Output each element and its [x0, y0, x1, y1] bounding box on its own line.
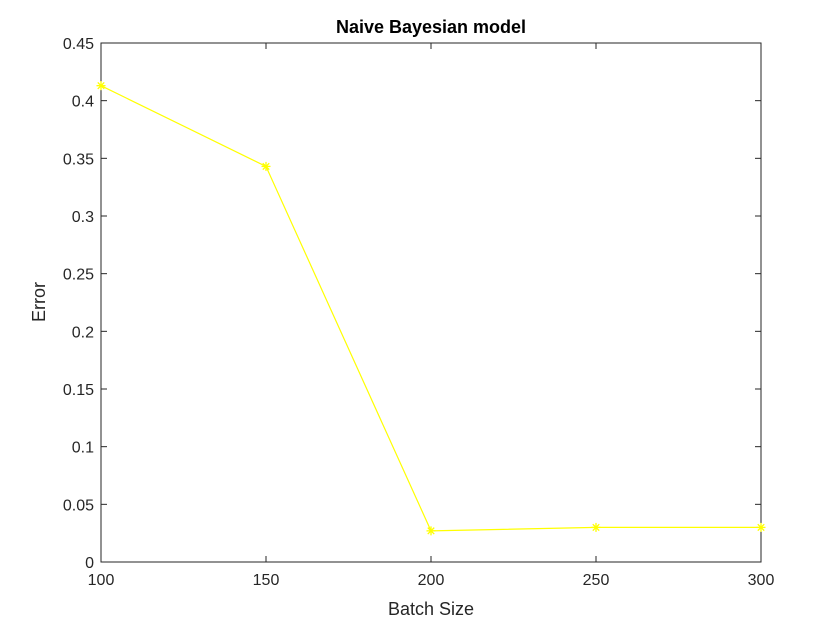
x-axis-ticks: 100 150 200 250 300 — [88, 43, 775, 589]
x-tick-label: 150 — [253, 572, 280, 589]
x-tick-label: 200 — [418, 572, 445, 589]
y-tick-label: 0.45 — [63, 36, 94, 53]
data-point-marker — [261, 161, 271, 171]
data-point-marker — [756, 522, 766, 532]
data-point-marker — [426, 526, 436, 536]
y-tick-label: 0.15 — [63, 382, 94, 399]
y-tick-label: 0.3 — [72, 209, 94, 226]
x-tick-label: 100 — [88, 572, 115, 589]
y-tick-label: 0.2 — [72, 324, 94, 341]
y-tick-label: 0.1 — [72, 440, 94, 457]
data-point-marker — [591, 522, 601, 532]
plot-area — [100, 42, 762, 563]
chart-title: Naive Bayesian model — [336, 17, 526, 37]
y-tick-label: 0.35 — [63, 151, 94, 168]
y-tick-label: 0 — [85, 555, 94, 572]
x-axis-label: Batch Size — [388, 599, 474, 619]
y-tick-label: 0.4 — [72, 94, 94, 111]
data-point-marker — [96, 81, 106, 91]
y-axis-ticks: 0 0.05 0.1 0.15 0.2 0.25 0.3 0.35 0.4 0.45 — [63, 36, 761, 572]
series-layer — [96, 81, 766, 536]
x-tick-label: 300 — [748, 572, 775, 589]
y-axis-label: Error — [29, 282, 49, 322]
y-tick-label: 0.25 — [63, 267, 94, 284]
x-tick-label: 250 — [583, 572, 610, 589]
y-tick-label: 0.05 — [63, 497, 94, 514]
